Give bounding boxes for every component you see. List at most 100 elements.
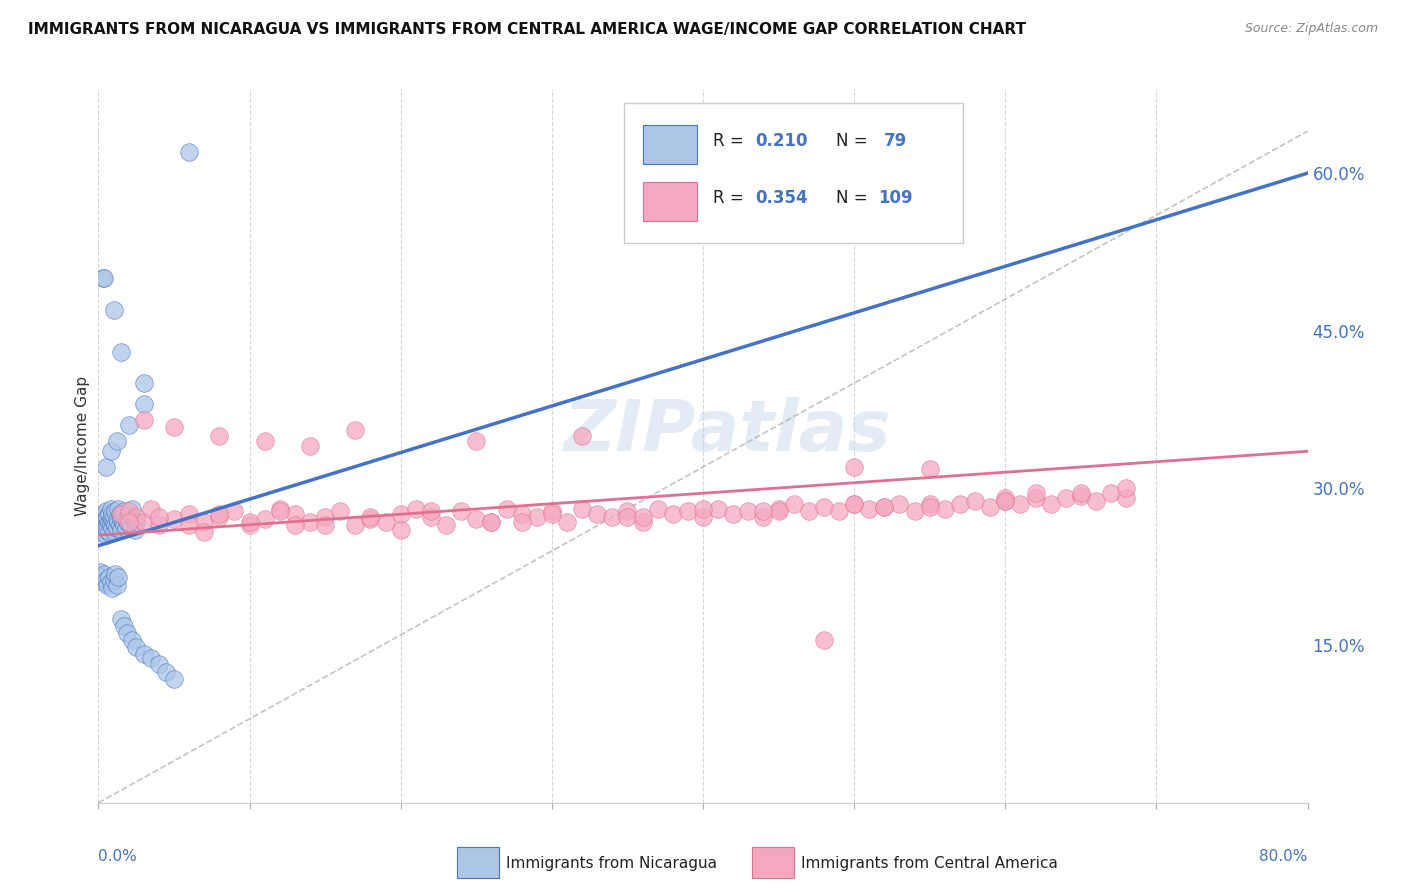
Point	[120, 517, 142, 532]
Point	[105, 521, 128, 535]
Point	[110, 344, 132, 359]
Point	[828, 504, 851, 518]
Point	[89, 565, 111, 579]
Point	[1085, 493, 1108, 508]
Point	[299, 515, 322, 529]
Point	[481, 515, 503, 529]
Text: Immigrants from Nicaragua: Immigrants from Nicaragua	[506, 856, 717, 871]
Point	[1099, 486, 1122, 500]
Point	[844, 497, 866, 511]
Point	[91, 575, 114, 590]
Point	[179, 145, 201, 160]
Point	[193, 515, 215, 529]
Point	[692, 510, 714, 524]
Point	[112, 504, 135, 518]
Point	[107, 515, 129, 529]
Point	[111, 515, 134, 529]
Point	[110, 507, 132, 521]
Text: IMMIGRANTS FROM NICARAGUA VS IMMIGRANTS FROM CENTRAL AMERICA WAGE/INCOME GAP COR: IMMIGRANTS FROM NICARAGUA VS IMMIGRANTS …	[28, 22, 1026, 37]
Point	[692, 502, 714, 516]
Point	[889, 497, 911, 511]
Point	[752, 504, 775, 518]
Text: Source: ZipAtlas.com: Source: ZipAtlas.com	[1244, 22, 1378, 36]
Point	[904, 504, 927, 518]
Point	[616, 504, 638, 518]
Point	[104, 567, 127, 582]
Point	[125, 515, 148, 529]
Text: 0.0%: 0.0%	[98, 849, 138, 864]
Point	[858, 502, 880, 516]
Point	[918, 500, 941, 514]
Point	[1039, 497, 1062, 511]
Point	[239, 515, 262, 529]
Point	[100, 575, 122, 590]
Point	[208, 428, 231, 442]
Point	[602, 510, 624, 524]
Point	[141, 651, 163, 665]
Point	[752, 510, 775, 524]
Point	[132, 647, 155, 661]
Point	[510, 515, 533, 529]
Point	[994, 493, 1017, 508]
Point	[918, 497, 941, 511]
Point	[374, 515, 396, 529]
Point	[344, 517, 367, 532]
Point	[94, 574, 117, 588]
Point	[100, 512, 122, 526]
Point	[844, 497, 866, 511]
Point	[115, 625, 138, 640]
Text: R =: R =	[713, 132, 748, 150]
Point	[91, 517, 114, 532]
Point	[994, 491, 1017, 506]
Point	[465, 434, 488, 448]
Point	[208, 507, 231, 521]
Point	[284, 507, 307, 521]
Point	[132, 413, 155, 427]
Point	[1010, 497, 1032, 511]
Point	[389, 523, 412, 537]
Point	[495, 502, 517, 516]
Point	[107, 502, 129, 516]
Point	[96, 517, 118, 532]
Point	[94, 504, 117, 518]
Point	[141, 502, 163, 516]
Point	[90, 524, 112, 539]
Point	[125, 510, 148, 524]
Point	[90, 512, 112, 526]
Point	[193, 524, 215, 539]
Point	[873, 500, 896, 514]
Point	[1054, 491, 1077, 506]
Point	[813, 633, 835, 648]
Point	[96, 510, 118, 524]
Point	[949, 497, 972, 511]
Point	[118, 515, 141, 529]
Text: 80.0%: 80.0%	[1260, 849, 1308, 864]
Point	[994, 493, 1017, 508]
Point	[420, 510, 443, 524]
Point	[103, 302, 125, 317]
Point	[93, 515, 115, 529]
Point	[1070, 486, 1092, 500]
Point	[98, 515, 121, 529]
Point	[979, 500, 1001, 514]
Point	[114, 521, 136, 535]
Point	[101, 507, 124, 521]
Point	[118, 504, 141, 518]
FancyBboxPatch shape	[643, 125, 697, 164]
Point	[208, 510, 231, 524]
Point	[420, 504, 443, 518]
Point	[179, 517, 201, 532]
Point	[104, 517, 127, 532]
Text: R =: R =	[713, 189, 748, 207]
Point	[405, 502, 427, 516]
Point	[108, 507, 131, 521]
Point	[314, 510, 336, 524]
Point	[783, 497, 806, 511]
Point	[540, 507, 562, 521]
Point	[91, 271, 114, 285]
Point	[555, 515, 578, 529]
Point	[224, 504, 246, 518]
Point	[93, 567, 115, 582]
Point	[540, 504, 562, 518]
Point	[121, 633, 143, 648]
